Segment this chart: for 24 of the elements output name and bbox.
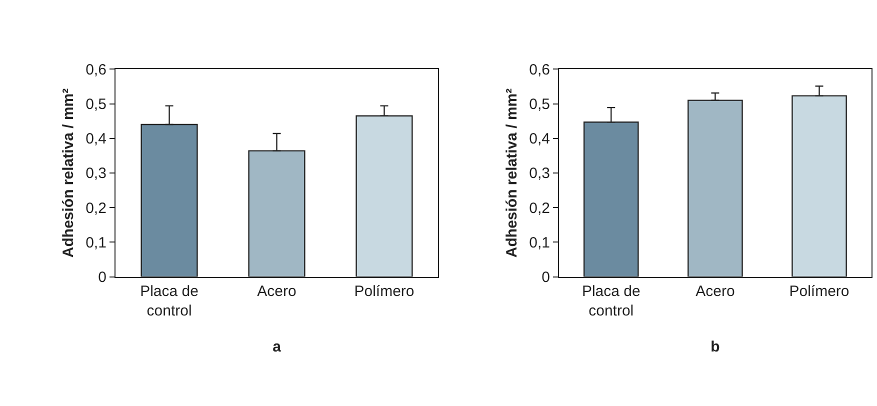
y-tick-label: 0,5 [529,96,550,114]
y-tick-label: 0,2 [529,200,550,217]
y-tick-label: 0,3 [529,165,550,182]
x-tick-label: Acero [696,282,735,300]
y-tick-label: 0,5 [86,96,106,114]
y-tick-label: 0,6 [529,61,550,78]
y-tick-label: 0 [98,269,106,286]
y-tick-label: 0,4 [529,130,550,148]
y-axis-title: Adhesión relativa / mm² [60,88,77,258]
y-tick-label: 0,2 [86,200,106,217]
y-tick-label: 0,1 [529,234,550,252]
x-axis-title: a [272,338,282,356]
y-tick-label: 0,1 [86,234,106,252]
x-tick-label: Polímero [789,282,850,300]
x-tick-label: Placa de control [140,282,198,320]
y-tick-label: 0,6 [86,61,106,78]
y-tick-label: 0,3 [86,165,106,182]
x-axis-title: b [710,338,720,356]
x-tick-label: Polímero [354,282,414,300]
y-tick-label: 0 [542,269,550,286]
x-tick-label: Placa de control [582,282,640,320]
x-tick-label: Acero [257,282,296,300]
y-axis-title: Adhesión relativa / mm² [503,88,520,258]
y-tick-label: 0,4 [86,130,106,148]
